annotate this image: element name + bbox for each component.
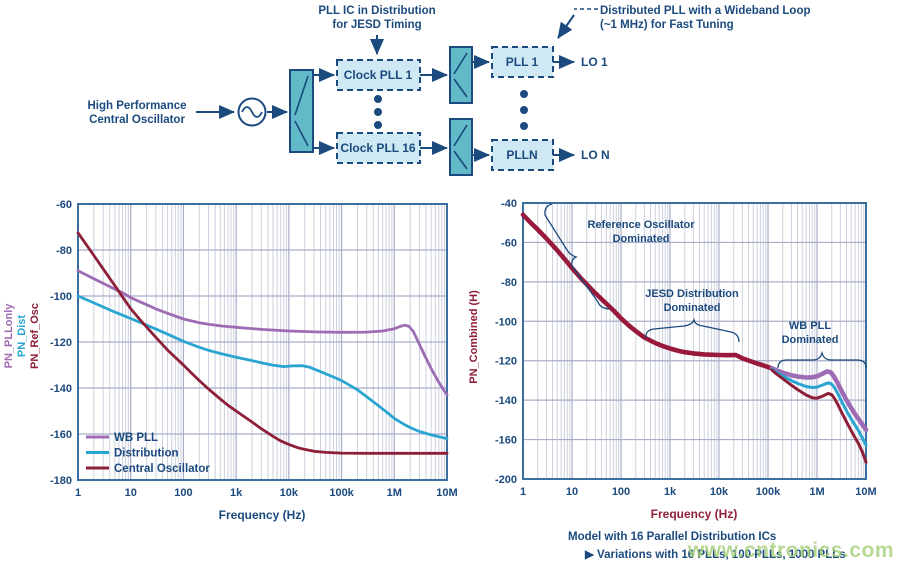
central-oscillator-label-line1: High Performance xyxy=(87,100,186,112)
x-tick-label: 100k xyxy=(329,487,354,499)
y-tick-label: -160 xyxy=(495,435,517,447)
splitter-icon-3 xyxy=(449,118,473,176)
right-chart-curves xyxy=(520,212,869,464)
pll-1-label: PLL 1 xyxy=(506,55,539,69)
x-tick-label: 10k xyxy=(710,486,729,498)
pll-1-box xyxy=(491,46,554,78)
legend-label-distribution: Distribution xyxy=(114,448,179,460)
left-yaxis-label-dist: PN_Dist xyxy=(16,315,28,358)
sine-wave-icon xyxy=(241,106,263,118)
legend-label-central-osc: Central Oscillator xyxy=(114,463,210,475)
series-16-plls xyxy=(769,366,869,432)
pll-n-label: PLLN xyxy=(506,148,537,162)
x-tick-label: 1M xyxy=(387,487,402,499)
clock-pll-1-box xyxy=(336,59,421,91)
left-yaxis-label-refosc: PN_Ref_Osc xyxy=(29,303,41,369)
x-tick-label: 1k xyxy=(664,486,677,498)
y-tick-label: -60 xyxy=(501,237,517,249)
x-tick-label: 1 xyxy=(75,487,81,499)
y-tick-label: -140 xyxy=(495,395,517,407)
clock-pll-16-box xyxy=(336,132,421,164)
brace-jesd-dist xyxy=(645,317,740,343)
caption-line2: ▶ Variations with 16 PLLs, 100 PLLs, 100… xyxy=(584,549,846,561)
series-wb-pll xyxy=(76,269,449,397)
y-tick-label: -60 xyxy=(56,199,72,211)
y-tick-label: -140 xyxy=(50,383,72,395)
annotation-ref-osc-line2: Dominated xyxy=(613,233,670,245)
legend-label-wbpll: WB PLL xyxy=(114,432,158,444)
annotation-wideband-line2: (~1 MHz) for Fast Tuning xyxy=(600,19,734,31)
plot-frame xyxy=(77,203,448,481)
annotation-wbpll-line1: WB PLL xyxy=(789,320,831,332)
x-tick-label: 1M xyxy=(809,486,824,498)
x-tick-label: 100 xyxy=(174,487,192,499)
plot-frame xyxy=(522,202,867,480)
series-central-oscillator xyxy=(76,231,449,455)
y-tick-label: -40 xyxy=(501,198,517,210)
series-pn-combined xyxy=(520,212,775,371)
signal-arrows xyxy=(196,55,575,162)
clock-pll-16-label: Clock PLL 16 xyxy=(340,141,415,155)
clock-pll-1-label: Clock PLL 1 xyxy=(344,68,413,82)
series-distribution xyxy=(76,294,449,440)
right-yaxis-title: PN_Combined (H) xyxy=(468,290,480,384)
lo-1-label: LO 1 xyxy=(581,55,608,69)
annotation-wideband-line1: Distributed PLL with a Wideband Loop xyxy=(600,5,811,17)
annotation-wbpll-line2: Dominated xyxy=(782,334,839,346)
x-tick-label: 10M xyxy=(855,486,876,498)
x-tick-label: 10 xyxy=(566,486,578,498)
block-diagram: PLL IC in Distribution for JESD Timing D… xyxy=(87,5,811,176)
left-chart-curves xyxy=(76,231,449,455)
y-tick-label: -80 xyxy=(56,245,72,257)
series-100-plls xyxy=(770,367,868,447)
brace-wbpll xyxy=(777,350,867,369)
y-tick-label: -100 xyxy=(50,291,72,303)
left-chart-decorations: PN_PLLonly PN_Dist PN_Ref_Osc Frequency … xyxy=(3,303,305,522)
legend: WB PLL Distribution Central Oscillator xyxy=(86,432,210,475)
x-tick-label: 1 xyxy=(520,486,526,498)
caption-line1: Model with 16 Parallel Distribution ICs xyxy=(568,531,776,543)
y-tick-label: -120 xyxy=(495,356,517,368)
right-xaxis-title: Frequency (Hz) xyxy=(651,507,738,521)
y-tick-label: -80 xyxy=(501,277,517,289)
y-tick-label: -160 xyxy=(50,429,72,441)
x-tick-label: 10M xyxy=(436,487,457,499)
x-tick-label: 10k xyxy=(280,487,299,499)
y-tick-label: -120 xyxy=(50,337,72,349)
left-xaxis-title: Frequency (Hz) xyxy=(219,508,306,522)
y-tick-label: -180 xyxy=(50,475,72,487)
annotation-jesd-dist-line1: JESD Distribution xyxy=(645,288,739,300)
annotation-jesd-line2: for JESD Timing xyxy=(332,19,421,31)
watermark: www.cntronics.com xyxy=(687,539,894,562)
x-tick-label: 10 xyxy=(125,487,137,499)
right-chart-decorations: PN_Combined (H) Frequency (Hz) Reference… xyxy=(468,203,867,561)
annotation-jesd-line1: PLL IC in Distribution xyxy=(318,5,435,17)
x-tick-label: 100k xyxy=(756,486,781,498)
series-1000-plls xyxy=(770,368,868,464)
splitter-icon-2 xyxy=(449,46,473,104)
lo-n-label: LO N xyxy=(581,148,610,162)
central-oscillator-label-line2: Central Oscillator xyxy=(89,114,185,126)
annotation-ref-osc-line1: Reference Oscillator xyxy=(588,219,696,231)
y-tick-label: -100 xyxy=(495,316,517,328)
left-yaxis-label-pllonly: PN_PLLonly xyxy=(3,303,15,369)
y-tick-label: -200 xyxy=(495,474,517,486)
x-tick-label: 1k xyxy=(230,487,243,499)
splitter-icon-1 xyxy=(289,69,314,153)
annotation-jesd-dist-line2: Dominated xyxy=(664,302,721,314)
brace-ref-osc xyxy=(544,203,610,310)
annotation-wideband-arrow xyxy=(557,14,575,39)
ellipsis-dots-icon xyxy=(374,90,528,130)
x-tick-label: 100 xyxy=(612,486,630,498)
